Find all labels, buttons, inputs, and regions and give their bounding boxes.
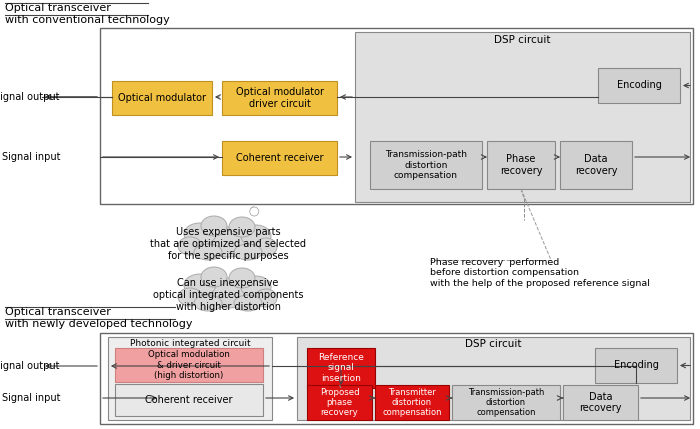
Ellipse shape xyxy=(234,295,262,311)
Text: Optical modulation
& driver circuit
(high distortion): Optical modulation & driver circuit (hig… xyxy=(148,350,230,380)
Text: Optical modulator: Optical modulator xyxy=(118,93,206,103)
Text: Coherent receiver: Coherent receiver xyxy=(236,153,323,163)
Bar xyxy=(108,337,272,420)
Text: Signal output: Signal output xyxy=(0,92,60,102)
Bar xyxy=(307,348,375,388)
Bar xyxy=(452,385,560,420)
Ellipse shape xyxy=(255,238,277,256)
Bar xyxy=(112,81,212,115)
Circle shape xyxy=(250,207,259,216)
Text: DSP circuit: DSP circuit xyxy=(466,339,522,349)
Bar xyxy=(355,32,690,202)
Bar xyxy=(563,385,638,420)
Text: Optical modulator
driver circuit: Optical modulator driver circuit xyxy=(235,87,323,109)
Text: Phase
recovery: Phase recovery xyxy=(500,154,542,176)
Text: Data
recovery: Data recovery xyxy=(575,154,617,176)
Bar xyxy=(115,384,263,416)
Bar xyxy=(115,348,263,382)
Ellipse shape xyxy=(202,278,254,308)
Bar xyxy=(100,333,693,424)
Bar xyxy=(222,141,337,175)
Text: Photonic integrated circuit: Photonic integrated circuit xyxy=(130,339,251,348)
Text: Signal input: Signal input xyxy=(1,393,60,403)
Ellipse shape xyxy=(184,274,216,296)
Ellipse shape xyxy=(178,237,202,255)
Text: Transmission-path
distortion
compensation: Transmission-path distortion compensatio… xyxy=(385,150,467,180)
Text: Phase recovery  performed
before distortion compensation
with the help of the pr: Phase recovery performed before distorti… xyxy=(430,258,650,288)
Text: Signal input: Signal input xyxy=(1,152,60,162)
Ellipse shape xyxy=(234,244,262,260)
Ellipse shape xyxy=(201,216,227,236)
Text: Coherent receiver: Coherent receiver xyxy=(146,395,232,405)
Bar xyxy=(370,141,482,189)
Text: Optical transceiver: Optical transceiver xyxy=(5,3,111,13)
Bar xyxy=(100,28,693,204)
Text: DSP circuit: DSP circuit xyxy=(494,35,551,45)
Text: Can use inexpensive
optical integrated components
with higher distortion: Can use inexpensive optical integrated c… xyxy=(153,278,303,311)
Ellipse shape xyxy=(229,268,255,288)
Circle shape xyxy=(251,207,256,212)
Text: Data
recovery: Data recovery xyxy=(580,392,622,413)
Ellipse shape xyxy=(184,223,216,245)
Bar xyxy=(595,348,677,383)
Ellipse shape xyxy=(241,225,271,247)
Ellipse shape xyxy=(201,267,227,287)
Ellipse shape xyxy=(241,276,271,298)
Text: Transmission-path
distortion
compensation: Transmission-path distortion compensatio… xyxy=(468,387,544,417)
Ellipse shape xyxy=(255,289,277,307)
Ellipse shape xyxy=(229,217,255,237)
Bar xyxy=(487,141,555,189)
Bar xyxy=(598,68,680,103)
Text: Optical transceiver: Optical transceiver xyxy=(5,307,111,317)
Ellipse shape xyxy=(202,227,254,257)
Text: Reference
signal
insertion: Reference signal insertion xyxy=(318,353,364,383)
Ellipse shape xyxy=(194,295,222,311)
Text: Signal output: Signal output xyxy=(0,361,60,371)
Text: Encoding: Encoding xyxy=(614,360,659,371)
Text: Encoding: Encoding xyxy=(617,81,662,91)
Bar xyxy=(307,385,372,420)
Bar xyxy=(560,141,632,189)
Ellipse shape xyxy=(194,244,222,260)
Bar xyxy=(297,337,690,420)
Text: with conventional technology: with conventional technology xyxy=(5,15,169,25)
Text: with newly developed technology: with newly developed technology xyxy=(5,319,193,329)
Text: Uses expensive parts
that are optimized and selected
for the specific purposes: Uses expensive parts that are optimized … xyxy=(150,227,306,260)
Text: Transmitter
distortion
compensation: Transmitter distortion compensation xyxy=(382,387,442,417)
Ellipse shape xyxy=(178,288,202,306)
Bar xyxy=(375,385,449,420)
Bar xyxy=(222,81,337,115)
Text: Proposed
phase
recovery: Proposed phase recovery xyxy=(320,387,359,417)
